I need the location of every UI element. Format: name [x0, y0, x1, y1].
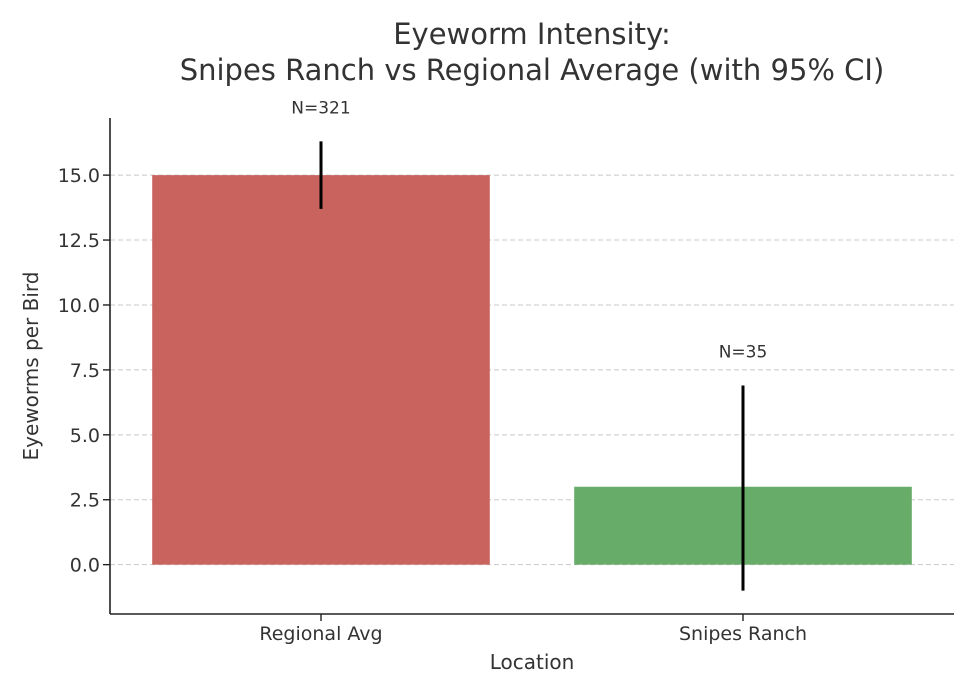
y-tick-label: 5.0 — [70, 425, 100, 447]
y-axis-label: Eyeworms per Bird — [19, 272, 43, 461]
y-tick-label: 10.0 — [58, 295, 100, 317]
error-bars — [319, 141, 745, 591]
y-tick-label: 2.5 — [70, 490, 100, 512]
y-tick-label: 0.0 — [70, 555, 100, 577]
chart-title-line-1: Eyeworm Intensity: — [393, 17, 671, 51]
bar-regional-avg — [152, 175, 490, 565]
chart-title-line-2: Snipes Ranch vs Regional Average (with 9… — [180, 53, 885, 87]
bars — [152, 175, 912, 565]
x-axis-ticks: Regional Avg Snipes Ranch — [259, 614, 807, 645]
x-tick-label: Regional Avg — [259, 623, 382, 645]
sample-size-label: N=321 — [291, 98, 350, 118]
sample-size-labels: N=321 N=35 — [291, 98, 767, 362]
x-tick-label: Snipes Ranch — [679, 623, 807, 645]
x-axis-label: Location — [490, 650, 575, 674]
y-axis-ticks: 0.0 2.5 5.0 7.5 10.0 12.5 15.0 — [58, 165, 110, 577]
y-tick-label: 12.5 — [58, 230, 100, 252]
y-tick-label: 7.5 — [70, 360, 100, 382]
sample-size-label: N=35 — [719, 342, 768, 362]
y-tick-label: 15.0 — [58, 165, 100, 187]
